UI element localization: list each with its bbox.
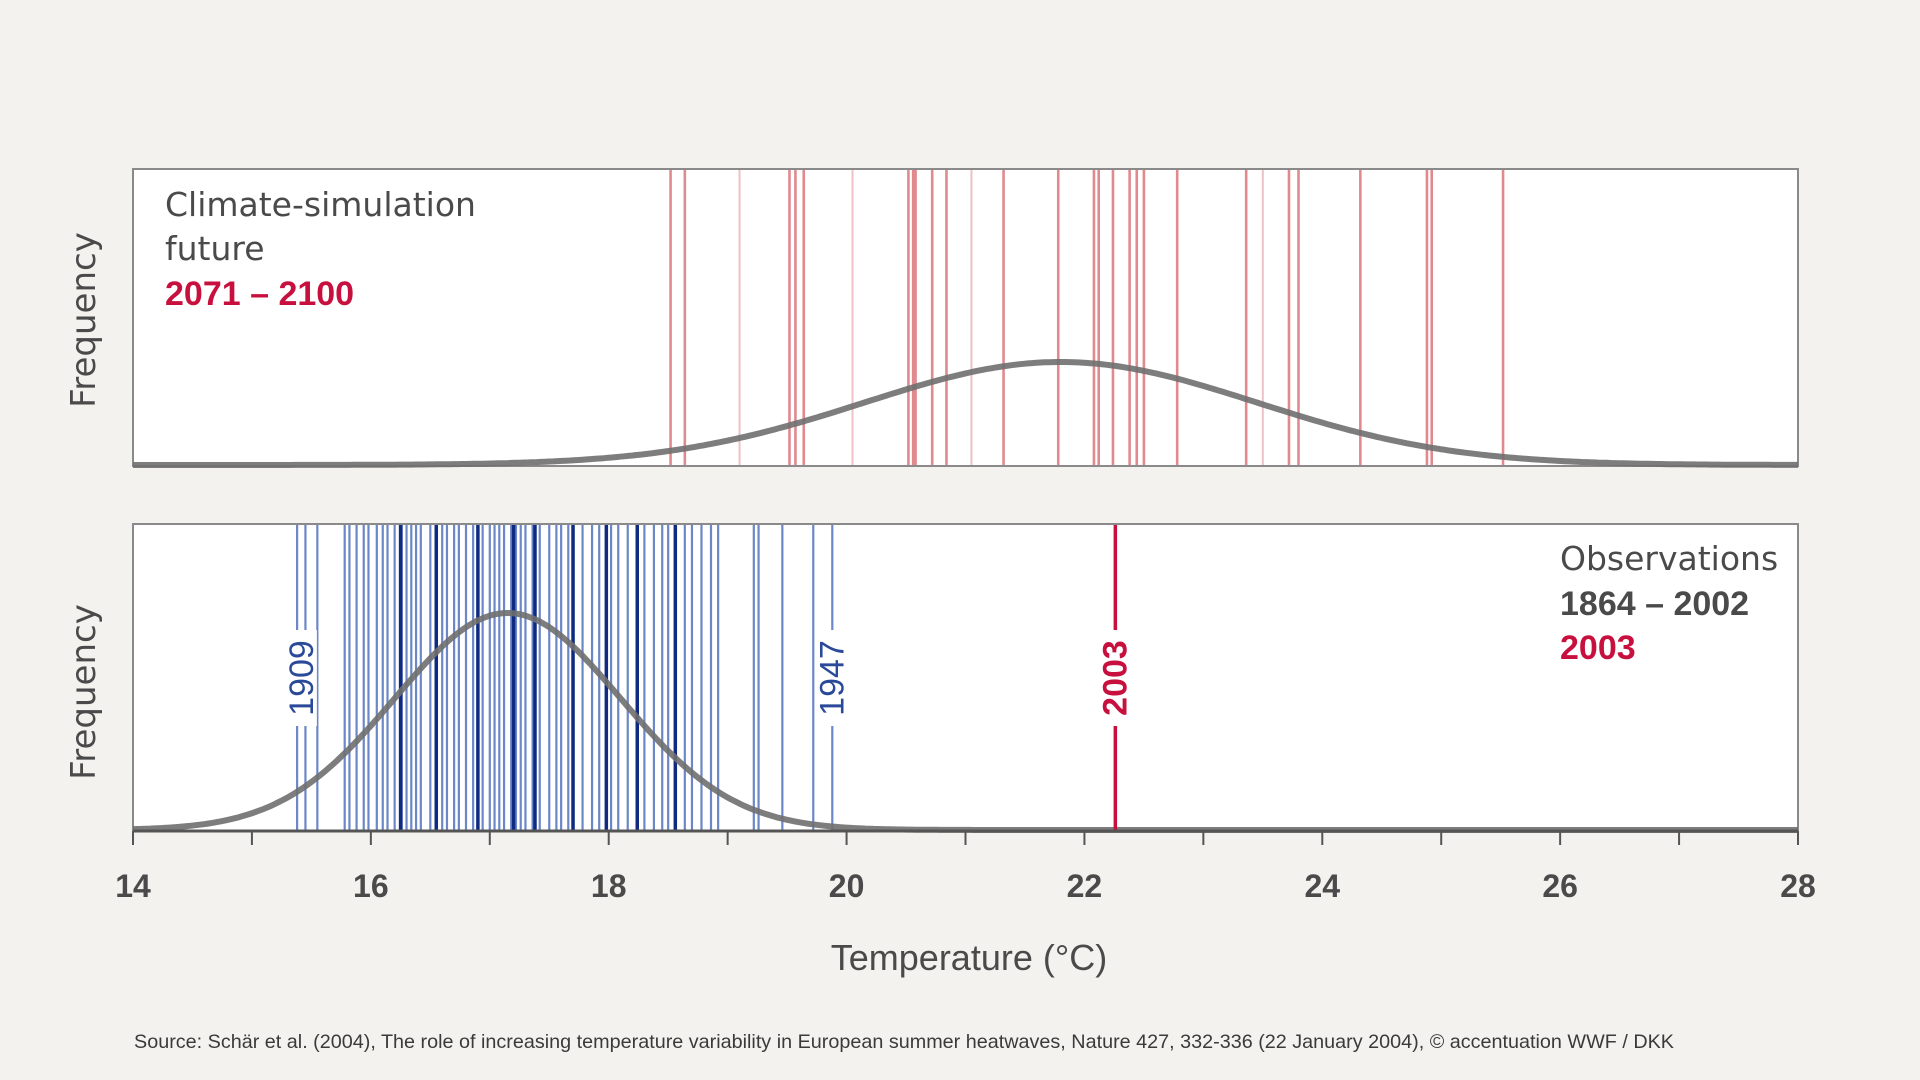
observations-label-line-1: Observations <box>1560 539 1778 578</box>
future-panel-frame <box>132 168 1799 467</box>
future-label-line-2: future <box>165 229 265 268</box>
future-year-lines <box>669 170 1505 465</box>
x-axis-ticks: 14 16 18 20 22 24 26 28 <box>115 831 1816 904</box>
source-note: Source: Schär et al. (2004), The role of… <box>134 1031 1674 1053</box>
year-annotations: 1909 1947 2003 <box>283 525 1134 830</box>
future-label-line-1: Climate-simulation <box>165 185 476 224</box>
x-tick-label: 24 <box>1304 868 1340 904</box>
annotation-year-2003: 2003 <box>1096 640 1134 716</box>
future-distribution-curve <box>133 359 1798 468</box>
x-tick-label: 22 <box>1067 868 1103 904</box>
annotation-year-1947: 1947 <box>813 640 851 716</box>
observed-year-lines <box>296 525 834 830</box>
future-y-axis-label: Frequency <box>64 232 104 408</box>
x-tick-label: 18 <box>591 868 627 904</box>
x-axis: 14 16 18 20 22 24 26 28 Temperature (°C) <box>115 829 1816 978</box>
observations-label-line-2: 1864 – 2002 <box>1560 585 1749 623</box>
x-tick-label: 20 <box>829 868 865 904</box>
annotation-backdrop <box>817 630 848 726</box>
annotation-backdrop <box>286 630 317 726</box>
observations-period-label: 2003 <box>1560 629 1636 667</box>
future-period-label: 2071 – 2100 <box>165 275 354 313</box>
x-tick-label: 16 <box>353 868 389 904</box>
x-tick-label: 28 <box>1780 868 1816 904</box>
annotation-year-1909: 1909 <box>283 640 321 716</box>
observations-panel: 1909 1947 2003 Observations 1864 – 2002 20… <box>64 523 1799 833</box>
x-tick-label: 26 <box>1542 868 1578 904</box>
x-axis-title: Temperature (°C) <box>831 937 1107 978</box>
observations-y-axis-label: Frequency <box>64 604 104 780</box>
annotation-backdrop <box>1100 630 1131 726</box>
x-tick-label: 14 <box>115 868 151 904</box>
future-panel: Climate-simulation future 2071 – 2100 Fr… <box>64 168 1799 468</box>
